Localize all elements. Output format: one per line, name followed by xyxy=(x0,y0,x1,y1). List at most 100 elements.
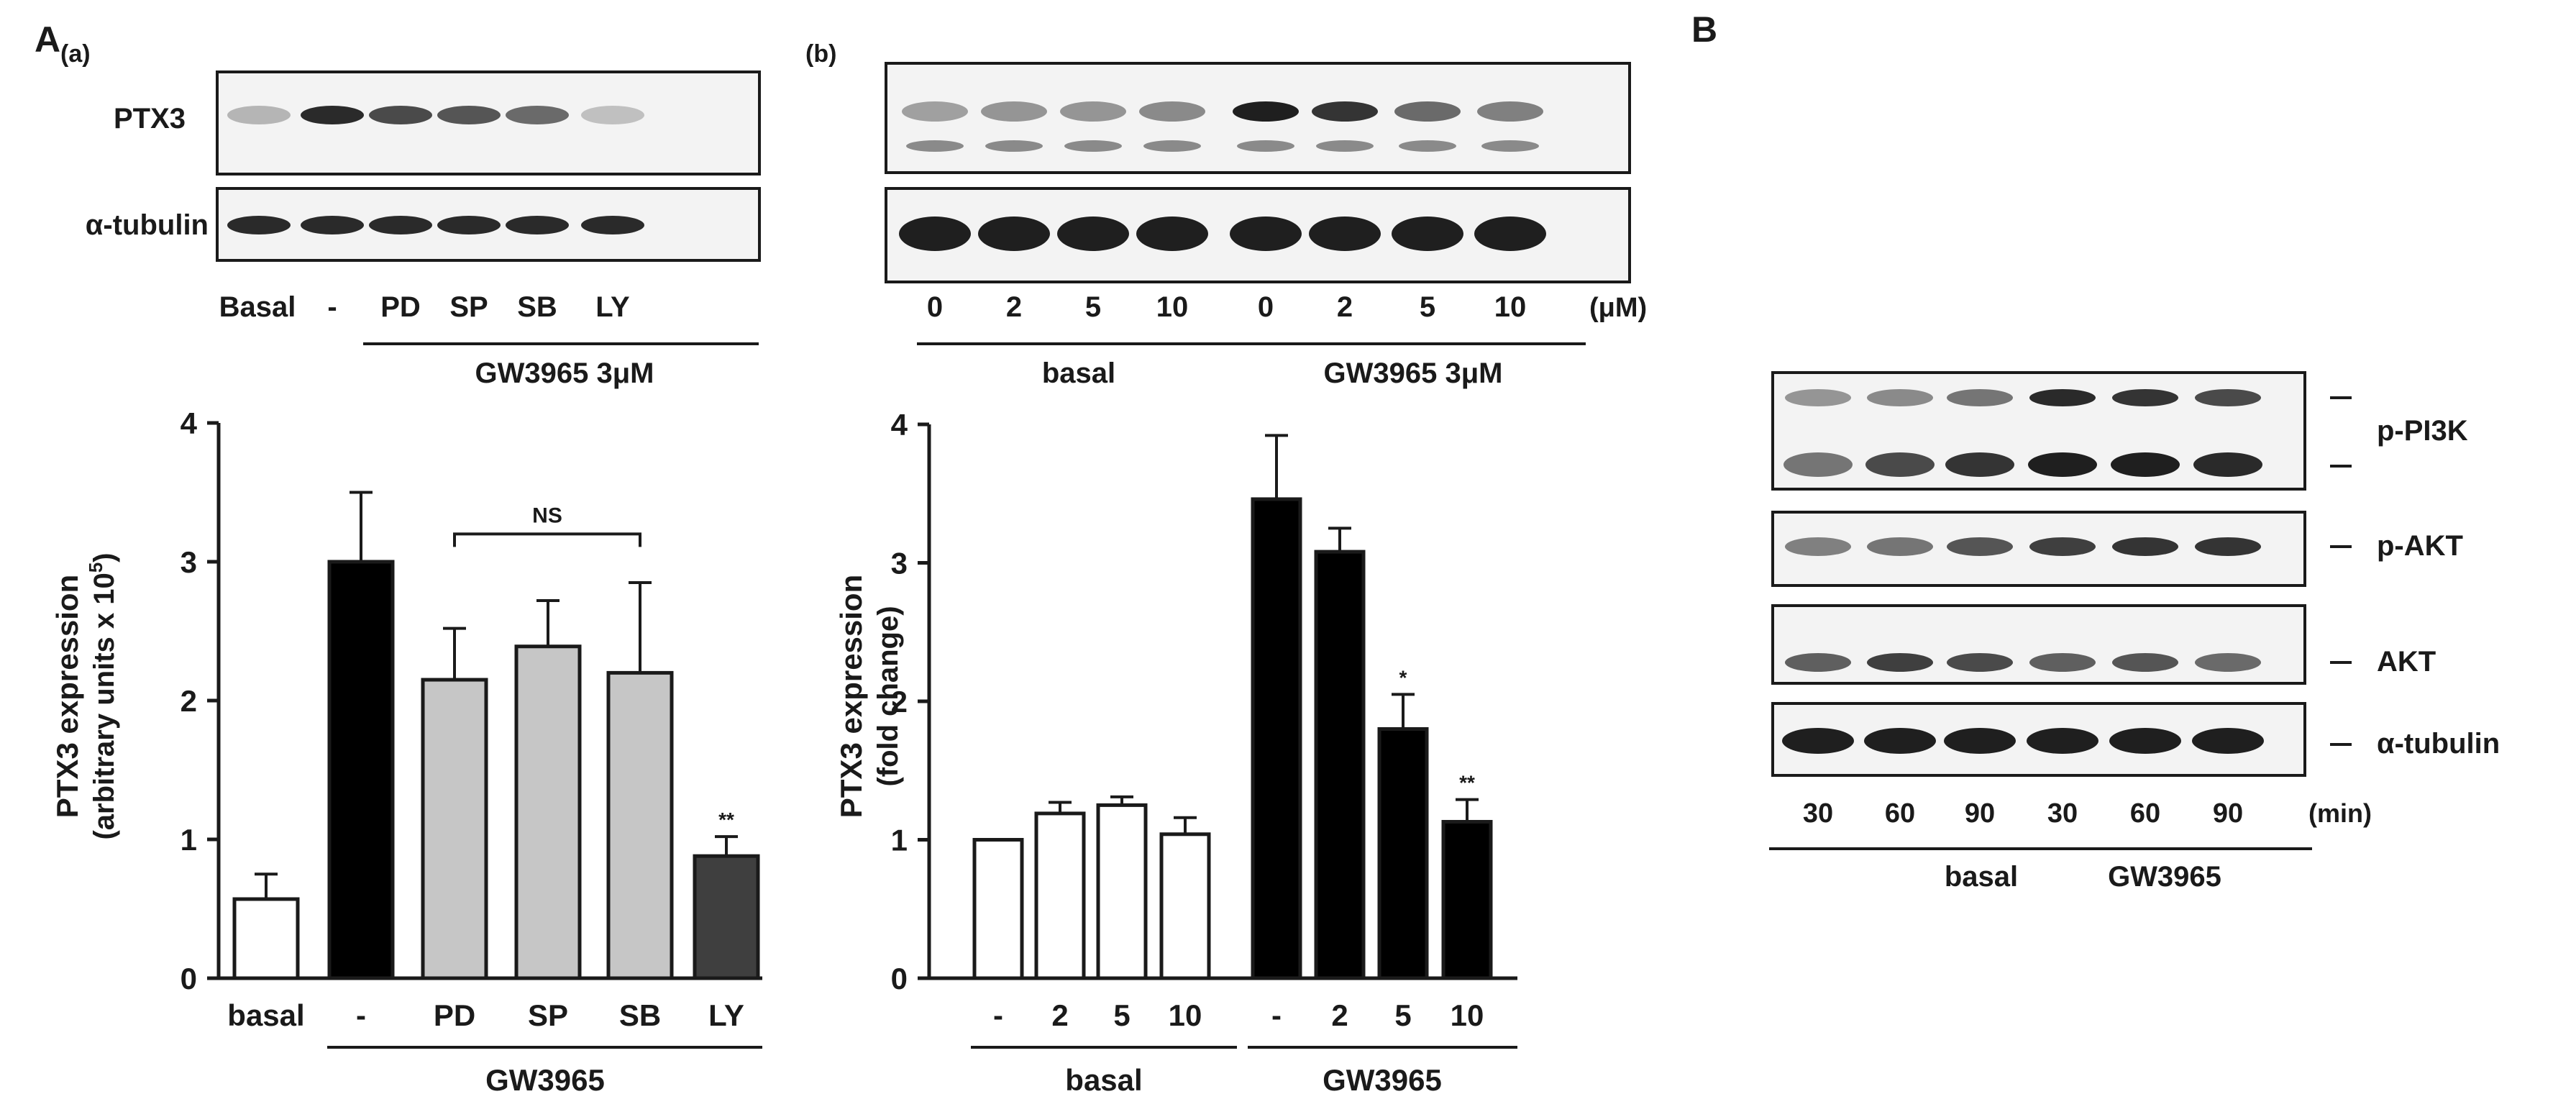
chart-a-bar xyxy=(693,854,760,980)
chart-a-y-tick-label: 1 xyxy=(181,823,197,857)
chart-b-gw-label: GW3965 xyxy=(1323,1063,1442,1097)
blot-a-tubulin-band xyxy=(506,216,569,234)
blot-a-tubulin-band xyxy=(301,216,364,234)
blot-a-lane-labels: Basal - PD SP SB LY xyxy=(219,291,630,323)
blot-b-lane-labels: 0 2 5 10 0 2 5 10 xyxy=(927,291,1526,323)
blot-B-gw-label: GW3965 xyxy=(2108,861,2221,893)
chart-b-bar xyxy=(1159,832,1211,980)
chart-b-y-tick-label: 3 xyxy=(891,547,908,580)
chart-a-ylabel-main: (arbitrary units x 10 xyxy=(88,573,120,839)
blot-B-bands xyxy=(1782,389,2264,754)
blot-b-lane-label: 10 xyxy=(1156,291,1189,323)
chart-b-y-tick-label: 0 xyxy=(891,962,908,995)
blot-B-akt-band xyxy=(2195,653,2261,672)
blot-B-pi3k-lower-band xyxy=(2111,452,2180,477)
chart-b-x-tick-label: 2 xyxy=(1331,998,1348,1032)
blot-b-lower-band xyxy=(1316,140,1374,152)
chart-b-x-tick-label: - xyxy=(1271,998,1282,1032)
chart-a-bar xyxy=(327,560,395,980)
blot-a-tubulin-band xyxy=(227,216,291,234)
chart-a-ylabel-line2: (arbitrary units x 105) xyxy=(85,552,120,839)
blot-a-ptx3-band xyxy=(227,106,291,124)
chart-b-bar xyxy=(1034,811,1086,980)
chart-a-y-tick-label: 4 xyxy=(181,406,198,440)
panel-label-a: (a) xyxy=(60,40,91,68)
chart-a-x-tick-label: SB xyxy=(619,998,661,1032)
blot-B-pi3k-upper-band xyxy=(1947,389,2013,406)
blot-b-tubulin-band xyxy=(1057,217,1129,251)
blot-b-lane-label: 0 xyxy=(1258,291,1274,323)
blot-B-lane-label: 30 xyxy=(2047,798,2078,829)
blot-a-tubulin-band xyxy=(581,216,644,234)
blot-b-tubulin-band xyxy=(978,217,1050,251)
blot-B-lane-label: 30 xyxy=(1803,798,1833,829)
chart-b: PTX3 expression (fold change) 0 1 2 3 4 - 2 5 10… xyxy=(834,408,1517,1097)
blot-B-tubulin-band xyxy=(1864,728,1936,754)
chart-b-x-tick-label: - xyxy=(993,998,1003,1032)
blot-a-ptx3-bands xyxy=(227,106,644,124)
blot-a-lane-label: Basal xyxy=(219,291,296,323)
blot-b-lane-label: 2 xyxy=(1006,291,1022,323)
chart-a-bar xyxy=(606,670,674,980)
chart-a-bar xyxy=(514,644,582,980)
blot-B-pi3k-upper-band xyxy=(2195,389,2261,406)
chart-a-x-tick-label: LY xyxy=(708,998,744,1032)
blot-b-lane-label: 10 xyxy=(1494,291,1527,323)
chart-a-ylabel-close: ) xyxy=(88,552,120,562)
chart-a-significance: ** xyxy=(718,808,734,831)
chart-b-bar xyxy=(1314,550,1366,980)
blot-b-lower-band xyxy=(1399,140,1456,152)
chart-a-ns-bracket xyxy=(453,532,641,547)
chart-b-bar xyxy=(1441,819,1493,980)
blot-B-lane-label: 90 xyxy=(1965,798,1995,829)
blot-B-tubulin-band xyxy=(2027,728,2098,754)
blot-b-ptx3-band xyxy=(1060,101,1126,122)
blot-a-lane-label: - xyxy=(327,291,337,323)
blot-B-basal-label: basal xyxy=(1945,861,2018,893)
blot-b-ptx3-band xyxy=(1312,101,1378,122)
chart-a-ylabel-sup: 5 xyxy=(85,562,106,573)
chart-b-bar xyxy=(1377,727,1429,980)
blot-B-unit: (min) xyxy=(2308,798,2372,828)
blot-a-lane-label: SP xyxy=(449,291,488,323)
blot-a-tubulin-band xyxy=(437,216,501,234)
chart-b-ylabel-line2: (fold change) xyxy=(872,606,904,786)
blot-a-lane-label: PD xyxy=(380,291,421,323)
blot-B-pi3k-lower-band xyxy=(1945,452,2014,477)
blot-b-ptx3-band xyxy=(1233,101,1299,122)
blot-B-lane-label: 60 xyxy=(2130,798,2160,829)
chart-a-x-tick-label: SP xyxy=(528,998,568,1032)
blot-B-lane-labels: 30 60 90 30 60 90 xyxy=(1803,798,2243,829)
chart-a-bar xyxy=(421,678,488,980)
blot-B-pi3k-upper-band xyxy=(2029,389,2096,406)
blot-b-tubulin-band xyxy=(1230,217,1302,251)
chart-b-x-tick-label: 10 xyxy=(1451,998,1484,1032)
blot-a-ptx3-band xyxy=(506,106,569,124)
blot-B-lane-label: 60 xyxy=(1885,798,1915,829)
chart-b-x-tick-label: 5 xyxy=(1394,998,1411,1032)
blot-b-lane-label: 5 xyxy=(1085,291,1101,323)
blot-B-akt-band xyxy=(2112,653,2178,672)
blot-b-lower-band xyxy=(1237,140,1294,152)
chart-b-basal-label: basal xyxy=(1065,1063,1142,1097)
blot-a-ptx3-band xyxy=(301,106,364,124)
blot-B-pakt-band xyxy=(2195,537,2261,556)
blot-a-lane-label: SB xyxy=(517,291,557,323)
blot-B-pakt-band xyxy=(1947,537,2013,556)
blot-b-tubulin-band xyxy=(1474,217,1546,251)
chart-b-x-tick-label: 10 xyxy=(1169,998,1202,1032)
blot-a-treatment-label: GW3965 3μM xyxy=(475,357,654,389)
blot-b-lower-band xyxy=(1481,140,1539,152)
chart-a-y-tick-label: 3 xyxy=(181,545,197,579)
blot-a-ptx3-frame xyxy=(216,70,761,176)
blot-B-pakt-band xyxy=(2112,537,2178,556)
blot-B-row-tubulin: α-tubulin xyxy=(2377,728,2500,760)
chart-a-x-tick-label: - xyxy=(356,998,366,1032)
blot-B-akt-band xyxy=(2029,653,2096,672)
chart-a-marks: 0 1 2 3 4 basal - PD SP SB LY ** NS xyxy=(181,406,762,1032)
blot-B-tubulin-band xyxy=(2192,728,2264,754)
blot-b-lower-band xyxy=(906,140,964,152)
blot-B-pi3k-lower-band xyxy=(2193,452,2262,477)
blot-b-tubulin-band xyxy=(899,217,971,251)
